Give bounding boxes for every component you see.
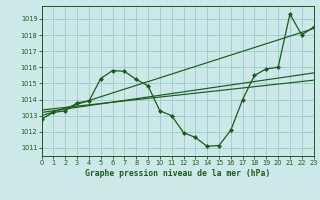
X-axis label: Graphe pression niveau de la mer (hPa): Graphe pression niveau de la mer (hPa) — [85, 169, 270, 178]
